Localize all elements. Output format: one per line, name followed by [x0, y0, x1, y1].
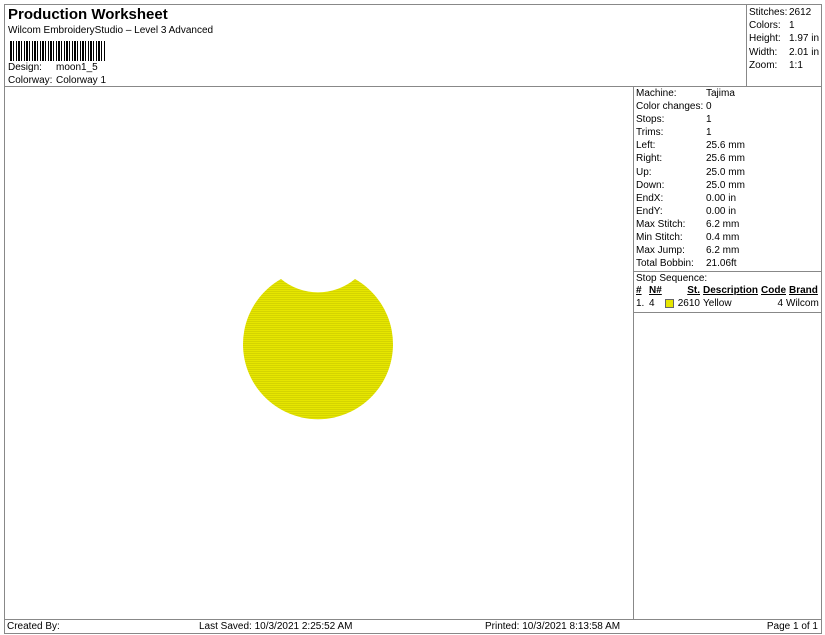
label: Stitches: — [749, 7, 788, 18]
main-area: Machine: Tajima Color changes: 0 Stops: 1 Trim… — [4, 86, 822, 620]
detail-row: EndY: 0.00 in — [634, 205, 821, 218]
table-header: # N# St. Description Code Brand — [634, 284, 821, 297]
stitch-count: 2610 — [677, 298, 700, 310]
detail-label: Up: — [636, 166, 652, 178]
page-title: Production Worksheet — [8, 6, 168, 23]
detail-label: Right: — [636, 153, 663, 165]
colorway-field: Colorway: Colorway 1 — [8, 75, 106, 86]
worksheet-header: Production Worksheet Wilcom EmbroiderySt… — [4, 4, 822, 87]
detail-value: 1 — [706, 127, 712, 139]
detail-label: Stops: — [636, 114, 665, 126]
stat-colors: Colors: 1 — [749, 19, 821, 32]
stats-panel: Stitches: 2612 Colors: 1 Height: 1.97 in Wi… — [746, 5, 823, 86]
col-n: N# — [649, 285, 662, 297]
value: 1:1 — [789, 59, 803, 71]
stat-width: Width: 2.01 in — [749, 46, 821, 59]
design-value: moon1_5 — [56, 62, 98, 73]
detail-value: 25.6 mm — [706, 153, 745, 165]
label: Zoom: — [749, 59, 778, 71]
detail-value: 25.0 mm — [706, 179, 745, 191]
detail-label: EndX: — [636, 192, 664, 204]
detail-value: 0.00 in — [706, 205, 737, 217]
col-num: # — [636, 285, 642, 297]
detail-row: Color changes: 0 — [634, 100, 821, 113]
detail-value: 0.4 mm — [706, 232, 740, 244]
created-by: Created By: — [7, 621, 60, 632]
details-panel: Machine: Tajima Color changes: 0 Stops: 1 Trim… — [633, 87, 821, 619]
last-saved: Last Saved: 10/3/2021 2:25:52 AM — [199, 621, 353, 632]
detail-label: Total Bobbin: — [636, 258, 694, 270]
footer: Created By: Last Saved: 10/3/2021 2:25:5… — [4, 620, 822, 634]
row-num: 1. — [636, 298, 645, 310]
software-name: Wilcom EmbroideryStudio – Level 3 Advanc… — [8, 25, 214, 36]
design-label: Design: — [8, 62, 42, 73]
stop-sequence-table: # N# St. Description Code Brand 1. 4 261… — [634, 284, 821, 314]
col-brand: Brand — [789, 285, 818, 297]
stop-sequence-label: Stop Sequence: — [634, 271, 821, 284]
detail-value: 25.0 mm — [706, 166, 745, 178]
detail-label: Trims: — [636, 127, 664, 139]
detail-label: Max Stitch: — [636, 218, 686, 230]
detail-row: Right: 25.6 mm — [634, 152, 821, 165]
detail-label: Max Jump: — [636, 245, 685, 257]
detail-row: Total Bobbin: 21.06ft — [634, 257, 821, 270]
detail-row: Stops: 1 — [634, 113, 821, 126]
value: 2.01 in — [789, 46, 820, 58]
color-code: 4 — [777, 298, 783, 310]
colorway-value: Colorway 1 — [56, 75, 107, 86]
moon-design — [243, 279, 394, 420]
design-field: Design: moon1_5 — [8, 62, 98, 73]
detail-value: 6.2 mm — [706, 218, 740, 230]
detail-value: 6.2 mm — [706, 245, 740, 257]
barcode — [10, 41, 106, 61]
value: 1.97 in — [789, 33, 820, 45]
needle: 4 — [649, 298, 655, 310]
value: 2612 — [789, 7, 812, 18]
detail-label: EndY: — [636, 205, 663, 217]
label: Colors: — [749, 20, 781, 32]
detail-row: Machine: Tajima — [634, 87, 821, 100]
detail-value: 21.06ft — [706, 258, 737, 270]
stat-zoom: Zoom: 1:1 — [749, 59, 821, 72]
value: 1 — [789, 20, 795, 32]
detail-label: Down: — [636, 179, 665, 191]
design-preview — [5, 87, 633, 619]
detail-row: Max Stitch: 6.2 mm — [634, 218, 821, 231]
detail-value: 0 — [706, 101, 712, 113]
detail-label: Left: — [636, 140, 656, 152]
col-st: St. — [687, 285, 700, 297]
detail-row: Min Stitch: 0.4 mm — [634, 231, 821, 244]
color-description: Yellow — [703, 298, 732, 310]
detail-value: 25.6 mm — [706, 140, 745, 152]
detail-row: EndX: 0.00 in — [634, 192, 821, 205]
detail-row: Trims: 1 — [634, 126, 821, 139]
detail-label: Machine: — [636, 88, 677, 99]
col-description: Description — [703, 285, 759, 297]
page-number: Page 1 of 1 — [766, 621, 818, 632]
detail-value: Tajima — [706, 88, 735, 99]
color-swatch — [665, 299, 674, 309]
detail-row: Max Jump: 6.2 mm — [634, 244, 821, 257]
detail-label: Min Stitch: — [636, 232, 683, 244]
label: Height: — [749, 33, 781, 45]
crescent-moon-shape — [243, 279, 394, 420]
table-row: 1. 4 2610 Yellow 4 Wilcom — [634, 297, 821, 310]
detail-row: Left: 25.6 mm — [634, 139, 821, 152]
colorway-label: Colorway: — [8, 75, 53, 86]
brand: Wilcom — [786, 298, 819, 310]
detail-row: Up: 25.0 mm — [634, 166, 821, 179]
printed-date: Printed: 10/3/2021 8:13:58 AM — [485, 621, 621, 632]
stat-stitches: Stitches: 2612 — [749, 6, 821, 19]
detail-label: Color changes: — [636, 101, 704, 113]
detail-value: 0.00 in — [706, 192, 737, 204]
stat-height: Height: 1.97 in — [749, 32, 821, 45]
label: Width: — [749, 46, 778, 58]
detail-row: Down: 25.0 mm — [634, 179, 821, 192]
detail-value: 1 — [706, 114, 712, 126]
col-code: Code — [761, 285, 786, 297]
